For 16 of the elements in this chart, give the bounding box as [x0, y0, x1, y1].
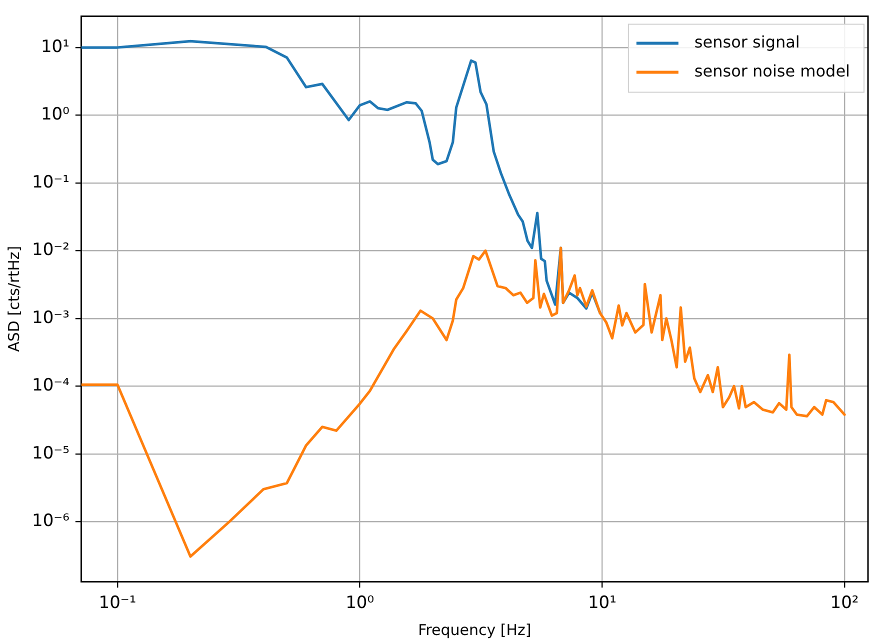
y-tick-label: 10⁻³	[32, 308, 70, 328]
x-tick-label: 10²	[830, 593, 859, 614]
x-tick-label: 10⁻¹	[98, 593, 136, 614]
legend-label: sensor signal	[694, 32, 800, 52]
y-tick-label: 10⁻⁶	[32, 511, 70, 532]
y-tick-label: 10⁰	[40, 104, 70, 125]
y-tick-label: 10⁻²	[32, 240, 70, 260]
y-tick-label: 10¹	[40, 36, 70, 57]
legend-label: sensor noise model	[694, 61, 850, 80]
y-tick-label: 10⁻⁵	[32, 443, 70, 464]
x-tick-label: 10¹	[588, 593, 616, 614]
y-axis-title: ASD [cts/rtHz]	[4, 246, 23, 352]
x-tick-label: 10⁰	[346, 593, 374, 614]
y-tick-label: 10⁻⁴	[32, 376, 70, 396]
x-axis-title: Frequency [Hz]	[418, 620, 532, 639]
y-tick-label: 10⁻¹	[32, 172, 70, 192]
